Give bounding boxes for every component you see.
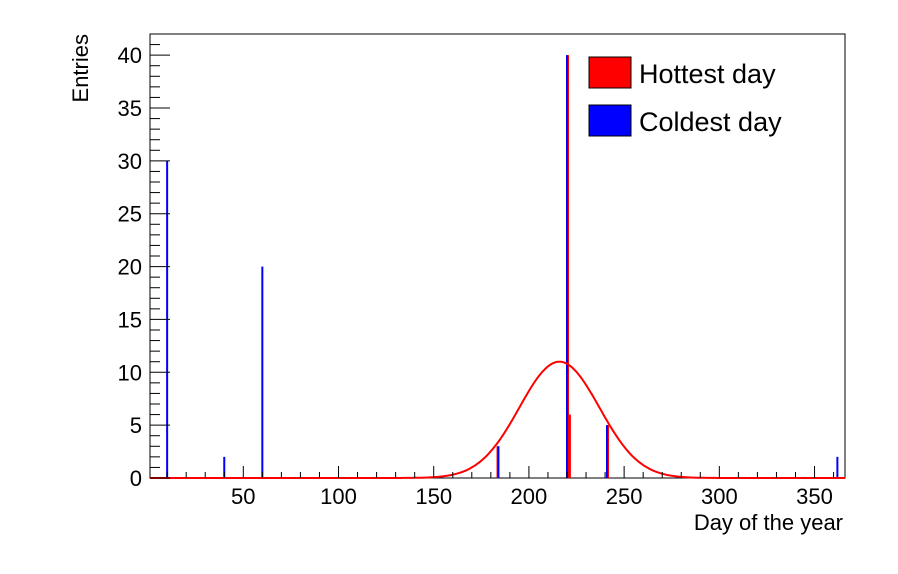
y-tick-label-30: 30 xyxy=(118,149,142,174)
bar-coldest-day-220 xyxy=(566,55,568,479)
y-tick-label-5: 5 xyxy=(130,413,142,438)
y-tick-label-25: 25 xyxy=(118,202,142,227)
bar-coldest-day-60 xyxy=(261,266,264,478)
legend-label-hottest: Hottest day xyxy=(639,59,776,89)
bar-coldest-day-40 xyxy=(223,456,226,478)
x-axis: 50 100 150 200 250 300 350 xyxy=(166,466,835,509)
y-axis-title: Entries xyxy=(68,34,93,102)
x-tick-label-350: 350 xyxy=(796,484,833,509)
bar-coldest-day-184 xyxy=(497,446,500,478)
x-tick-label-250: 250 xyxy=(606,484,643,509)
y-tick-label-20: 20 xyxy=(118,255,142,280)
legend-swatch-coldest xyxy=(588,104,632,137)
gaussian-fit-curve xyxy=(150,360,845,479)
bar-hottest-day-221 xyxy=(568,414,571,478)
y-tick-label-35: 35 xyxy=(118,96,142,121)
x-tick-label-300: 300 xyxy=(701,484,738,509)
x-tick-label-50: 50 xyxy=(231,484,255,509)
y-axis: 0 5 10 15 20 25 30 35 40 xyxy=(118,33,170,491)
x-tick-label-100: 100 xyxy=(320,484,357,509)
x-tick-label-150: 150 xyxy=(415,484,452,509)
legend-swatch-hottest xyxy=(588,56,632,89)
bar-coldest-day-362 xyxy=(836,456,839,478)
y-tick-label-0: 0 xyxy=(130,466,142,491)
legend-label-coldest: Coldest day xyxy=(639,107,782,137)
legend: Hottest day Coldest day xyxy=(588,56,782,137)
y-tick-label-10: 10 xyxy=(118,360,142,385)
x-axis-title: Day of the year xyxy=(694,510,843,535)
y-tick-label-15: 15 xyxy=(118,307,142,332)
x-tick-label-200: 200 xyxy=(511,484,548,509)
bar-coldest-day-241 xyxy=(605,425,608,478)
plot-frame xyxy=(149,33,846,479)
y-tick-label-40: 40 xyxy=(118,43,142,68)
